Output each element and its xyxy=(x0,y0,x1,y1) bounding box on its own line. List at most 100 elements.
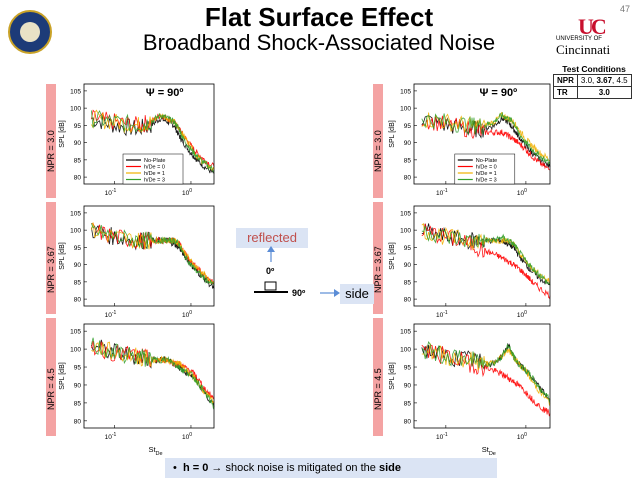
y-tick-label: 80 xyxy=(74,175,82,182)
legend-label: h/De = 3 xyxy=(144,178,165,184)
y-tick-label: 100 xyxy=(70,106,81,113)
legend-label: No-Plate xyxy=(476,158,497,164)
right-arrowhead-icon xyxy=(334,289,340,297)
npr-bar-right-3 xyxy=(373,318,383,436)
y-tick-label: 95 xyxy=(404,245,412,252)
university-of-cincinnati-logo: UC UNIVERSITY OF Cincinnati xyxy=(556,14,636,57)
series-line-h-de-1 xyxy=(91,109,215,171)
naval-academy-seal xyxy=(8,10,52,54)
series-line-no-plate xyxy=(421,223,551,286)
legend-label: No-Plate xyxy=(144,158,165,164)
y-tick-label: 90 xyxy=(404,140,412,147)
x-tick-label: 10-1 xyxy=(436,310,448,319)
angle-90-label: 90º xyxy=(292,288,306,298)
conclusion-bullet: • h = 0 → shock noise is mitigated on th… xyxy=(165,458,497,478)
y-tick-label: 85 xyxy=(404,157,412,164)
y-tick-label: 100 xyxy=(400,228,411,235)
y-tick-label: 80 xyxy=(404,175,412,182)
series-line-h-de-3 xyxy=(421,112,551,165)
y-tick-label: 95 xyxy=(74,365,82,372)
slide-title: Flat Surface Effect xyxy=(204,2,434,32)
logo-university-of: UNIVERSITY OF xyxy=(556,36,602,42)
slide-subtitle: Broadband Shock-Associated Noise xyxy=(142,30,496,55)
plot-frame xyxy=(83,323,215,429)
series-line-h-de-3 xyxy=(421,225,551,286)
x-tick-label: 100 xyxy=(517,188,527,197)
y-tick-label: 85 xyxy=(404,279,412,286)
y-tick-label: 100 xyxy=(70,228,81,235)
series-line-no-plate xyxy=(421,343,551,400)
legend-label: h/De = 3 xyxy=(476,178,497,184)
psi-label: Ψ = 90º xyxy=(146,87,184,99)
param-cell: NPR xyxy=(553,74,578,87)
series-line-h-de-0 xyxy=(91,341,215,400)
y-axis-label: SPL [dB] xyxy=(389,362,396,389)
y-tick-label: 95 xyxy=(404,365,412,372)
chart-panel-5: 80 85 90 95 100 105 10-1 100 SPL [dB] StDe xyxy=(59,323,215,457)
y-axis-label: SPL [dB] xyxy=(389,120,396,147)
plot-frame xyxy=(413,205,551,307)
reflected-callout: reflected xyxy=(236,228,308,248)
x-tick-label: 100 xyxy=(182,310,192,319)
up-arrowhead-icon xyxy=(267,246,275,252)
y-tick-label: 105 xyxy=(400,210,411,217)
series-line-h-de-3 xyxy=(91,110,215,173)
y-tick-label: 105 xyxy=(400,329,411,336)
y-tick-label: 100 xyxy=(400,347,411,354)
x-tick-label: 100 xyxy=(182,188,192,197)
y-tick-label: 105 xyxy=(400,88,411,95)
series-line-h-de-3 xyxy=(91,223,215,286)
orientation-diagram xyxy=(254,246,340,297)
series-line-h-de-0 xyxy=(421,115,551,171)
legend-label: h/De = 0 xyxy=(476,165,497,171)
y-tick-label: 105 xyxy=(70,88,81,95)
y-tick-label: 80 xyxy=(74,418,82,425)
y-tick-label: 85 xyxy=(74,279,82,286)
seal-emblem-icon xyxy=(20,22,40,42)
series-line-no-plate xyxy=(91,339,215,407)
y-axis-label: SPL [dB] xyxy=(59,362,66,389)
x-tick-label: 100 xyxy=(517,432,527,441)
x-tick-label: 10-1 xyxy=(436,188,448,197)
legend-label: h/De = 0 xyxy=(144,165,165,171)
x-tick-label: 100 xyxy=(517,310,527,319)
y-tick-label: 95 xyxy=(404,123,412,130)
legend-label: h/De = 1 xyxy=(476,171,497,177)
x-tick-label: 100 xyxy=(182,432,192,441)
y-tick-label: 105 xyxy=(70,329,81,336)
page-number: 47 xyxy=(619,4,630,14)
y-tick-label: 85 xyxy=(74,157,82,164)
y-tick-label: 90 xyxy=(404,262,412,269)
y-tick-label: 80 xyxy=(74,297,82,304)
angle-0-label: 0º xyxy=(266,266,275,276)
series-line-h-de-1 xyxy=(421,343,551,407)
uc-logo-mark: UC xyxy=(578,14,607,39)
x-tick-label: 10-1 xyxy=(105,432,117,441)
test-conditions-table: NPR 3.0, 3.67, 4.5 TR 3.0 xyxy=(553,74,632,99)
nozzle-icon xyxy=(264,281,277,291)
test-conditions-title: Test Conditions xyxy=(562,64,626,74)
npr-bar-right-1 xyxy=(373,84,383,198)
y-tick-label: 100 xyxy=(400,106,411,113)
y-tick-label: 80 xyxy=(404,297,412,304)
y-tick-label: 105 xyxy=(70,210,81,217)
npr-bar-left-1 xyxy=(46,84,56,198)
logo-cincinnati: Cincinnati xyxy=(556,42,611,57)
y-tick-label: 90 xyxy=(74,140,82,147)
chart-panel-1: 80 85 90 95 100 105 10-1 100 SPL [dB] Ψ = 90º No-P… xyxy=(59,83,215,197)
param-cell: TR xyxy=(553,86,578,99)
chart-panel-6: 80 85 90 95 100 105 10-1 100 SPL [dB] StDe xyxy=(389,323,551,457)
y-axis-label: SPL [dB] xyxy=(59,242,66,269)
plot-frame xyxy=(83,205,215,307)
plot-frame xyxy=(413,323,551,429)
y-tick-label: 90 xyxy=(74,382,82,389)
y-tick-label: 90 xyxy=(404,382,412,389)
y-tick-label: 80 xyxy=(404,418,412,425)
y-tick-label: 100 xyxy=(70,347,81,354)
x-tick-label: 10-1 xyxy=(105,310,117,319)
npr-bar-left-3 xyxy=(46,318,56,436)
series-line-h-de-3 xyxy=(91,337,215,410)
y-tick-label: 95 xyxy=(74,123,82,130)
x-axis-label: StDe xyxy=(148,445,162,457)
